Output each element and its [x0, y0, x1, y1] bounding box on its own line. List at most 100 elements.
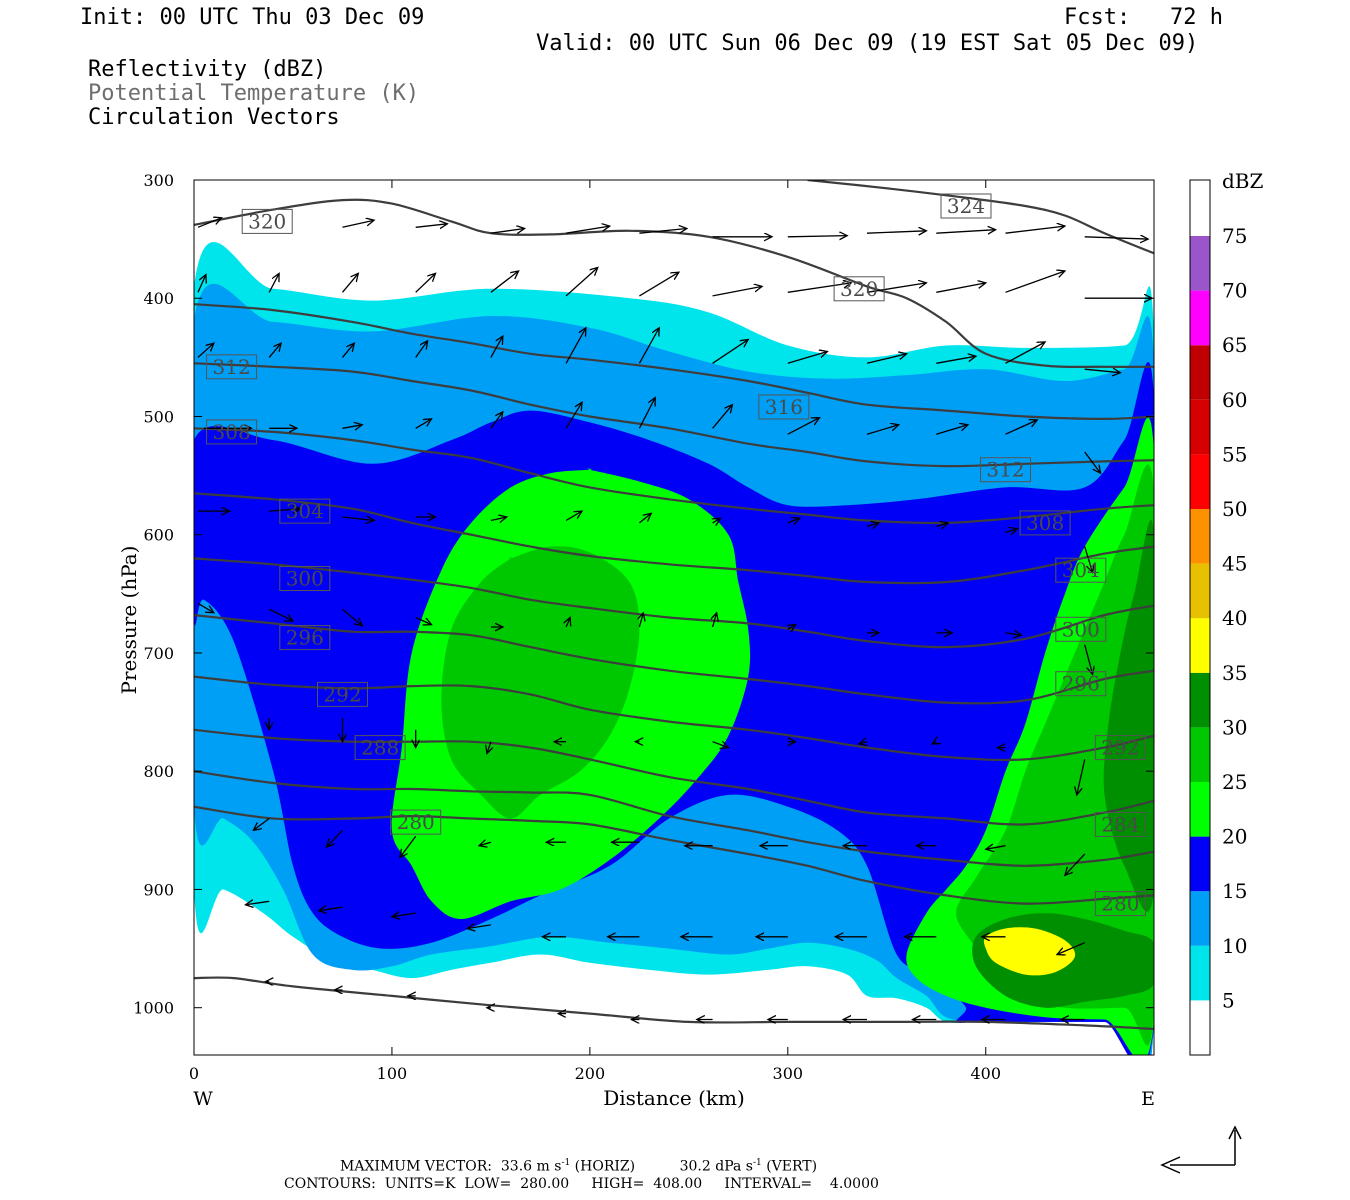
- circulation-vector: [392, 913, 416, 917]
- max-vector-horiz: 33.6 m s: [500, 1158, 562, 1175]
- x-tick-label: 300: [773, 1064, 804, 1083]
- circulation-vector: [712, 405, 733, 429]
- circulation-vector: [197, 275, 206, 293]
- contour-label: 300: [1062, 617, 1100, 641]
- contour-label-box: [279, 566, 331, 591]
- circulation-vector: [932, 742, 936, 744]
- colorbar-tick-label: 50: [1222, 497, 1247, 521]
- forecast-hour: Fcst: 72 h: [1064, 5, 1223, 30]
- contour-label-box: [1094, 891, 1146, 917]
- theta-contour-308: [194, 427, 1154, 525]
- contour-label: 308: [1026, 511, 1064, 535]
- circulation-vector: [246, 901, 270, 905]
- colorbar-tick-label: 55: [1222, 442, 1247, 466]
- circulation-vector: [415, 616, 432, 625]
- circulation-vector: [268, 343, 281, 358]
- circulation-vector: [866, 231, 926, 233]
- circulation-vector: [638, 328, 659, 364]
- circulation-vector: [638, 398, 655, 429]
- circulation-vector: [986, 846, 1006, 850]
- y-tick-label: 500: [143, 407, 174, 426]
- circulation-vector: [1057, 942, 1085, 955]
- valid-time: Valid: 00 UTC Sun 06 Dec 09 (19 EST Sat …: [536, 31, 1199, 56]
- contour-label-box: [1094, 735, 1146, 761]
- x-tick-label: 400: [970, 1064, 1001, 1083]
- contour-label: 312: [213, 355, 251, 379]
- colorbar-segment: [1190, 399, 1210, 455]
- colorbar-segment: [1190, 618, 1210, 673]
- contour-label: 316: [765, 395, 803, 419]
- colorbar-tick-label: 75: [1222, 224, 1247, 248]
- colorbar-tick-label: 20: [1222, 825, 1247, 849]
- colorbar-segment: [1190, 180, 1210, 236]
- contour-label: 284: [1101, 812, 1139, 836]
- circulation-vector: [479, 842, 492, 846]
- colorbar-segment: [1190, 945, 1210, 1001]
- contour-label-box: [206, 354, 258, 380]
- circulation-vector: [639, 272, 679, 297]
- circulation-vector: [490, 517, 507, 521]
- circulation-vector: [565, 328, 586, 364]
- circulation-vector: [638, 513, 651, 524]
- circulation-vector: [342, 517, 375, 521]
- contour-label: 296: [1062, 672, 1100, 696]
- theta-contour-288: [194, 728, 1154, 826]
- circulation-vector: [936, 425, 968, 435]
- circulation-vector: [788, 625, 796, 630]
- colorbar-segment: [1190, 563, 1210, 619]
- field-potential-temperature: Potential Temperature (K): [88, 81, 420, 106]
- circulation-vector: [639, 229, 687, 234]
- horiz-tag: (HORIZ): [574, 1158, 636, 1175]
- circulation-vector: [490, 412, 503, 429]
- circulation-vector: [269, 509, 301, 511]
- y-tick-label: 600: [143, 526, 174, 545]
- plot-frame: [193, 179, 1155, 1056]
- vert-tag: (VERT): [766, 1158, 818, 1175]
- circulation-vector: [197, 602, 214, 613]
- contour-label-box: [1055, 557, 1107, 583]
- y-tick-label: 300: [143, 171, 174, 190]
- circulation-vector: [342, 425, 363, 429]
- theta-contour-300: [194, 557, 1154, 649]
- circulation-vector: [787, 352, 828, 364]
- y-tick-label: 800: [143, 762, 174, 781]
- colorbar-tick-label: 25: [1222, 770, 1247, 794]
- contour-label: 292: [323, 682, 361, 706]
- contour-label-box: [1055, 671, 1107, 697]
- circulation-vector: [566, 618, 570, 628]
- x-tick-label: 0: [189, 1064, 199, 1083]
- y-axis-label: Pressure (hPa): [117, 546, 141, 695]
- colorbar-segment: [1190, 290, 1210, 346]
- theta-contour-280: [194, 805, 1154, 905]
- circulation-vector: [712, 286, 763, 297]
- circulation-vector: [936, 230, 995, 234]
- circulation-vector: [787, 236, 847, 237]
- theta-contour-292: [194, 675, 1154, 762]
- vert-exponent: -1: [752, 1158, 762, 1168]
- circulation-vector: [467, 925, 491, 929]
- circulation-vector: [866, 354, 907, 364]
- circulation-vector: [253, 817, 270, 831]
- circulation-vector: [1005, 529, 1018, 533]
- circulation-vector: [197, 343, 214, 358]
- max-vector-label: MAXIMUM VECTOR:: [340, 1158, 492, 1175]
- reflectivity-region-35dbz: [983, 927, 1076, 976]
- y-tick-label: 900: [143, 880, 174, 899]
- circulation-vector: [1005, 226, 1065, 234]
- circulation-vector: [487, 741, 491, 754]
- contour-label: 308: [213, 420, 251, 444]
- colorbar-tick-label: 5: [1222, 988, 1235, 1012]
- circulation-vector: [1077, 759, 1086, 795]
- circulation-vector: [1005, 420, 1038, 435]
- theta-contour-316: [194, 303, 1154, 421]
- contour-label-box: [354, 735, 406, 761]
- colorbar-unit: dBZ: [1222, 169, 1264, 193]
- circulation-vector: [866, 425, 899, 435]
- circulation-vector: [400, 835, 417, 857]
- circulation-vector: [490, 229, 525, 234]
- contour-label-box: [390, 809, 442, 835]
- circulation-vector: [342, 343, 355, 358]
- circulation-vector: [415, 341, 428, 358]
- circulation-vector: [713, 613, 717, 628]
- colorbar-tick-label: 35: [1222, 661, 1247, 685]
